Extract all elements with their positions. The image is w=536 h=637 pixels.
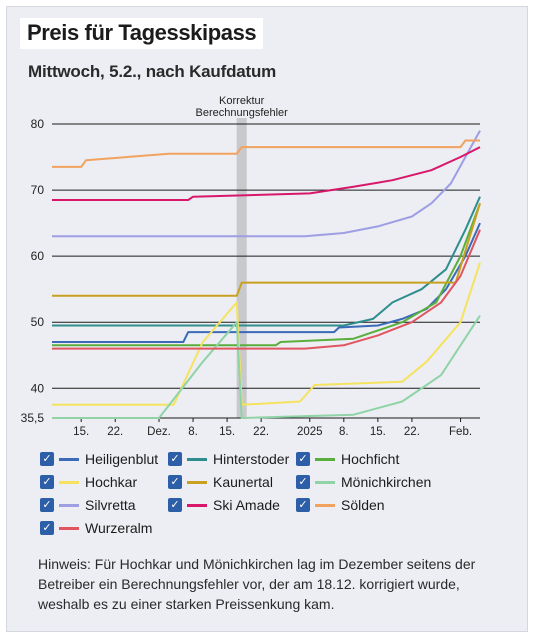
x-tick-label: 2025	[297, 426, 323, 438]
checkbox-icon[interactable]: ✓	[168, 452, 182, 466]
series-line-hochkar	[52, 262, 481, 406]
y-tick-label: 70	[31, 183, 45, 197]
legend-label: Wurzeralm	[85, 520, 153, 536]
checkbox-icon[interactable]: ✓	[296, 475, 310, 489]
checkbox-icon[interactable]: ✓	[40, 452, 54, 466]
legend-item[interactable]: ✓ Hinterstoder	[168, 450, 289, 468]
x-tick-label: Feb.	[449, 426, 472, 438]
series-line-heiligenblut	[52, 222, 481, 343]
checkbox-icon[interactable]: ✓	[40, 475, 54, 489]
annotation-label: Korrektur	[219, 95, 265, 107]
legend-item[interactable]: ✓ Ski Amade	[168, 496, 280, 514]
y-tick-label: 60	[31, 249, 45, 263]
legend-item[interactable]: ✓ Hochkar	[40, 473, 137, 491]
legend-swatch	[187, 503, 207, 507]
legend-item[interactable]: ✓ Wurzeralm	[40, 519, 152, 537]
legend-label: Hochkar	[85, 474, 138, 490]
x-tick-label: 22.	[107, 426, 123, 438]
legend-label: Hochficht	[341, 451, 400, 467]
series-line-silvretta	[52, 130, 481, 238]
legend-swatch	[315, 503, 335, 507]
legend-item[interactable]: ✓ Sölden	[296, 496, 385, 514]
checkbox-icon[interactable]: ✓	[168, 498, 182, 512]
legend-swatch	[59, 526, 79, 530]
x-tick-label: 15.	[73, 426, 89, 438]
x-tick-label: 8.	[339, 426, 349, 438]
legend-swatch	[315, 480, 335, 484]
legend-label: Mönichkirchen	[341, 474, 432, 490]
series-line-s-lden	[52, 139, 480, 168]
x-tick-label: Dez.	[147, 426, 171, 438]
series-line-wurzeralm	[52, 229, 481, 350]
y-tick-label: 40	[31, 381, 45, 395]
footnote: Hinweis: Für Hochkar und Mönichkirchen l…	[38, 556, 476, 612]
chart-subtitle: Mittwoch, 5.2., nach Kaufdatum	[28, 62, 277, 81]
checkbox-icon[interactable]: ✓	[296, 498, 310, 512]
legend-item[interactable]: ✓ Mönichkirchen	[296, 473, 431, 491]
legend-swatch	[187, 457, 207, 461]
legend-swatch	[59, 457, 79, 461]
checkbox-icon[interactable]: ✓	[40, 498, 54, 512]
chart-title: Preis für Tagesskipass	[20, 18, 264, 49]
series-line-kaunertal	[52, 203, 481, 297]
legend-label: Silvretta	[85, 497, 136, 513]
checkbox-icon[interactable]: ✓	[168, 475, 182, 489]
series-line-ski-amade	[52, 146, 481, 201]
checkbox-icon[interactable]: ✓	[296, 452, 310, 466]
x-tick-label: 8.	[188, 426, 198, 438]
legend-swatch	[315, 457, 335, 461]
legend-label: Heiligenblut	[85, 451, 159, 467]
legend-item[interactable]: ✓ Heiligenblut	[40, 450, 158, 468]
legend-item[interactable]: ✓ Kaunertal	[168, 473, 273, 491]
x-tick-label: 15.	[370, 426, 386, 438]
y-min-label: 35,5	[21, 411, 45, 425]
annotation-label: Berechnungsfehler	[196, 107, 289, 119]
y-tick-label: 80	[31, 117, 45, 131]
legend-label: Ski Amade	[213, 497, 280, 513]
legend-label: Kaunertal	[213, 474, 273, 490]
legend-swatch	[59, 503, 79, 507]
series-line-m-nichkirchen	[52, 315, 481, 419]
legend-item[interactable]: ✓ Silvretta	[40, 496, 136, 514]
series-line-hochficht	[52, 202, 481, 347]
legend-swatch	[59, 480, 79, 484]
correction-band	[236, 118, 247, 418]
legend-item[interactable]: ✓ Hochficht	[296, 450, 399, 468]
legend-label: Hinterstoder	[213, 451, 290, 467]
checkbox-icon[interactable]: ✓	[40, 521, 54, 535]
series-line-hinterstoder	[52, 196, 481, 327]
legend-swatch	[187, 480, 207, 484]
x-tick-label: 22.	[253, 426, 269, 438]
legend-label: Sölden	[341, 497, 385, 513]
x-tick-label: 15.	[219, 426, 235, 438]
y-tick-label: 50	[31, 315, 45, 329]
x-tick-label: 22.	[404, 426, 420, 438]
chart-card	[6, 6, 528, 632]
